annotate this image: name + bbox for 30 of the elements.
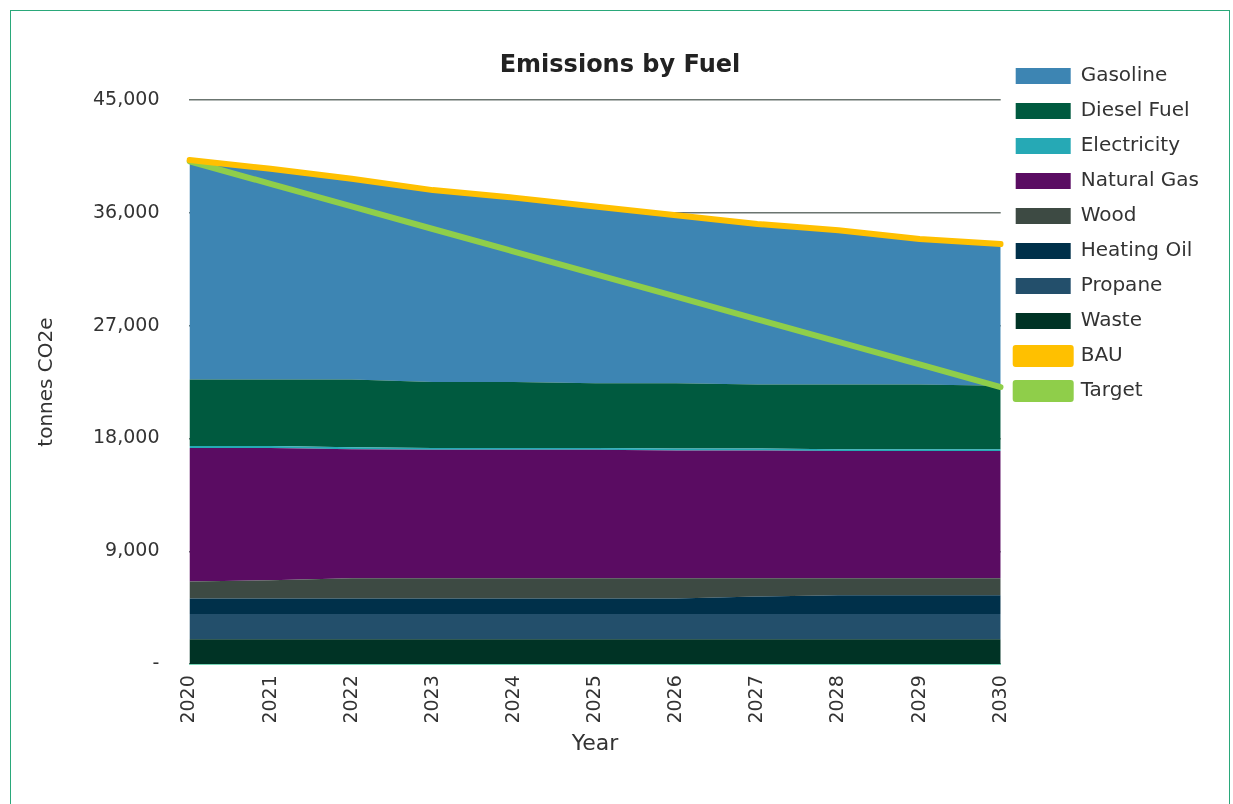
y-tick-label: 27,000 [93, 312, 160, 335]
x-tick-label: 2025 [582, 675, 605, 724]
x-tick-label: 2020 [176, 675, 199, 724]
x-tick-label: 2030 [987, 675, 1010, 724]
x-axis-title: Year [570, 729, 620, 755]
legend-label: Heating Oil [1080, 237, 1193, 262]
y-tick-label: 9,000 [105, 538, 160, 561]
legend-label: Electricity [1080, 132, 1181, 157]
legend-label: Gasoline [1080, 62, 1168, 87]
y-tick-label: - [152, 651, 160, 674]
x-tick-label: 2026 [663, 675, 686, 724]
legend-label: Waste [1080, 307, 1143, 332]
chart-title: Emissions by Fuel [499, 49, 741, 78]
x-tick-label: 2029 [906, 675, 929, 724]
x-tick-label: 2027 [744, 675, 767, 724]
y-tick-label: 18,000 [93, 425, 160, 448]
x-tick-label: 2021 [257, 675, 280, 724]
y-tick-label: 36,000 [93, 199, 160, 222]
y-axis-title: tonnes CO2e [33, 317, 58, 447]
x-tick-label: 2023 [419, 675, 442, 724]
x-tick-label: 2022 [338, 675, 361, 724]
x-tick-label: 2024 [500, 675, 523, 724]
y-tick-label: 45,000 [93, 86, 160, 109]
legend-label: Natural Gas [1080, 167, 1200, 192]
legend-label: Diesel Fuel [1080, 97, 1190, 122]
legend-label: Wood [1080, 202, 1137, 227]
legend-label: Target [1079, 377, 1143, 402]
legend-label: Propane [1080, 272, 1163, 297]
legend-label: BAU [1080, 342, 1123, 367]
x-tick-label: 2028 [825, 675, 848, 724]
